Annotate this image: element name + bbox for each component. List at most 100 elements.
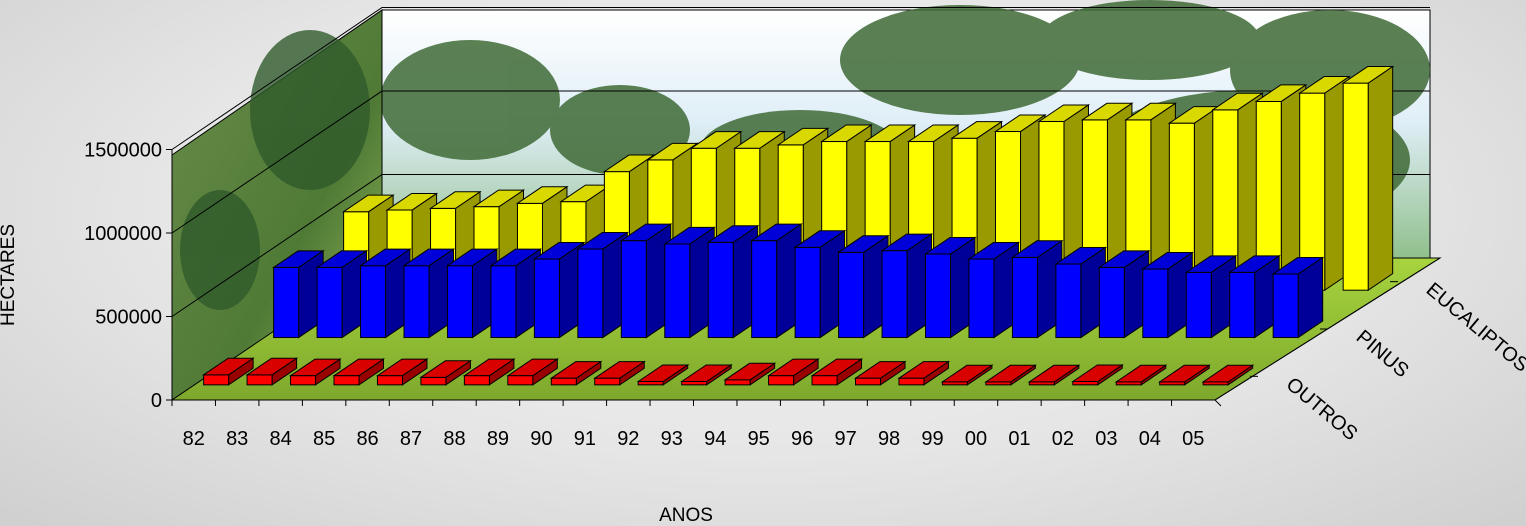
- bar-pinus-03: [1184, 254, 1238, 339]
- bar-top: [1298, 76, 1351, 94]
- bar-top: [810, 358, 864, 377]
- bar-top: [549, 361, 603, 379]
- bar-top: [332, 358, 386, 377]
- bar-outros-00: [984, 364, 1038, 386]
- bar-top: [1271, 256, 1325, 275]
- bar-top: [1158, 364, 1211, 383]
- bar-front: [724, 379, 751, 386]
- bar-pinus-00: [1054, 246, 1108, 339]
- bar-front: [855, 377, 882, 386]
- bar-pinus-01: [1097, 249, 1151, 339]
- bar-pinus-85: [402, 248, 456, 339]
- x-tick-label: 02: [1052, 428, 1074, 450]
- bar-front: [968, 258, 995, 339]
- bar-top: [897, 361, 951, 379]
- bar-front: [1072, 381, 1099, 386]
- bar-top: [201, 357, 255, 376]
- bar-front: [316, 266, 343, 339]
- x-tick-label: 83: [226, 428, 248, 450]
- bar-pinus-99: [1010, 239, 1064, 339]
- bar-top: [1010, 240, 1064, 258]
- bar-top: [906, 124, 960, 143]
- x-tick-label: 91: [574, 428, 596, 450]
- bar-top: [993, 114, 1047, 133]
- bar-top: [793, 230, 847, 248]
- bar-top: [646, 142, 699, 161]
- bar-top: [593, 361, 646, 379]
- bar-front: [403, 265, 430, 339]
- bar-front: [794, 246, 821, 339]
- bar-front: [273, 266, 300, 339]
- bar-pinus-92: [706, 224, 760, 339]
- x-tick-label: 00: [965, 428, 987, 450]
- bar-top: [402, 248, 456, 267]
- bar-top: [1201, 364, 1255, 383]
- x-tick-label: 94: [704, 428, 726, 450]
- bar-pinus-97: [923, 236, 977, 339]
- y-axis-title: HECTARES: [0, 224, 19, 326]
- x-tick-label: 05: [1182, 428, 1204, 450]
- bar-front: [1142, 268, 1169, 339]
- bar-side: [1367, 65, 1394, 292]
- bar-pinus-02: [1141, 251, 1194, 339]
- bar-front: [898, 377, 925, 386]
- bar-top: [1254, 84, 1308, 102]
- bar-outros-04: [1158, 364, 1211, 386]
- bar-top: [1184, 255, 1238, 273]
- bar-top: [853, 361, 907, 379]
- bar-outros-99: [940, 364, 994, 386]
- x-tick-label: 92: [617, 428, 639, 450]
- bar-pinus-98: [967, 241, 1021, 339]
- x-axis: 82 83 84 85 86 87 88 89 90 91 92 93 94 95 96 97 98 99 00 01…: [171, 399, 1222, 450]
- bar-pinus-82: [271, 249, 325, 339]
- bar-front: [1229, 271, 1256, 339]
- bar-top: [1114, 364, 1168, 383]
- bar-front: [925, 253, 952, 339]
- x-tick-label: 99: [921, 428, 943, 450]
- bar-outros-85: [332, 358, 386, 386]
- bar-top: [663, 226, 716, 245]
- series-label-eucaliptos: EUCALIPTOS: [1422, 279, 1526, 377]
- bar-top: [766, 358, 820, 377]
- bar-pinus-83: [315, 249, 369, 339]
- x-tick-label: 86: [356, 428, 378, 450]
- bar-top: [506, 358, 559, 377]
- bar-top: [245, 357, 299, 376]
- bar-outros-87: [419, 359, 473, 386]
- bar-front: [507, 375, 534, 386]
- bar-top: [1141, 251, 1194, 270]
- bar-outros-94: [723, 362, 777, 386]
- bar-pinus-86: [445, 248, 499, 339]
- y-tick-label: 1500000: [84, 140, 162, 162]
- bar-top: [1037, 104, 1091, 123]
- bar-outros-83: [245, 357, 299, 386]
- bar-front: [446, 265, 473, 339]
- bar-top: [602, 154, 656, 173]
- x-tick-label: 98: [878, 428, 900, 450]
- bar-top: [1211, 92, 1264, 111]
- bar-top: [967, 241, 1021, 260]
- bar-top: [1228, 255, 1281, 273]
- x-tick-label: 93: [661, 428, 683, 450]
- bar-front: [1272, 273, 1299, 339]
- bar-front: [620, 240, 647, 339]
- y-tick-label: 500000: [95, 307, 162, 329]
- bar-top: [1071, 364, 1124, 383]
- bar-outros-84: [288, 358, 342, 386]
- x-tick-label: 82: [183, 428, 205, 450]
- bar-top: [489, 248, 543, 267]
- bar-top: [619, 223, 673, 242]
- bar-top: [358, 248, 412, 267]
- bar-front: [1098, 266, 1125, 339]
- bar-pinus-04: [1228, 254, 1281, 339]
- bar-top: [733, 131, 786, 149]
- bar-top: [863, 124, 917, 143]
- series-label-pinus: PINUS: [1352, 326, 1413, 382]
- bar-front: [533, 258, 560, 339]
- bar-front: [664, 243, 691, 339]
- x-tick-label: 84: [270, 428, 292, 450]
- bar-front: [1342, 82, 1369, 291]
- x-tick-label: 04: [1139, 428, 1161, 450]
- bar-outros-96: [810, 358, 864, 386]
